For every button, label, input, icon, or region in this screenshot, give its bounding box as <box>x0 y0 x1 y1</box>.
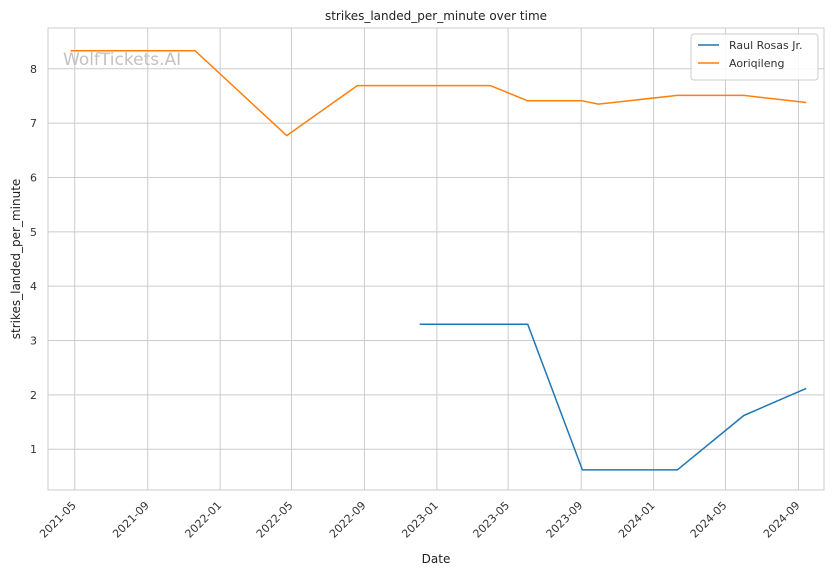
x-tick-label: 2023-05 <box>471 499 513 541</box>
x-tick-label: 2021-05 <box>37 499 79 541</box>
legend-label: Aoriqileng <box>729 57 784 70</box>
x-tick-label: 2024-09 <box>761 499 803 541</box>
series-line-2 <box>70 50 807 137</box>
x-tick-label: 2023-01 <box>399 499 441 541</box>
plot-frame <box>47 27 825 491</box>
plot-background <box>48 28 824 490</box>
y-axis-label: strikes_landed_per_minute <box>9 179 23 340</box>
y-tick-label: 4 <box>30 280 37 293</box>
y-tick-label: 8 <box>30 63 37 76</box>
legend: Raul Rosas Jr. Aoriqileng <box>690 33 819 81</box>
y-tick-label: 7 <box>30 117 37 130</box>
y-tick-labels: 1 2 3 4 5 6 7 8 <box>30 63 37 456</box>
legend-label: Raul Rosas Jr. <box>729 39 803 52</box>
y-tick-label: 3 <box>30 335 37 348</box>
y-tick-label: 2 <box>30 389 37 402</box>
y-tick-label: 6 <box>30 171 37 184</box>
x-tick-label: 2021-09 <box>110 499 152 541</box>
series-lines <box>70 50 807 471</box>
x-tick-label: 2022-05 <box>254 499 296 541</box>
y-tick-label: 5 <box>30 226 37 239</box>
watermark: WolfTickets.AI <box>63 50 181 70</box>
x-tick-labels: 2021-05 2021-09 2022-01 2022-05 2022-09 2023-… <box>37 499 802 541</box>
x-tick-label: 2022-09 <box>327 499 369 541</box>
x-tick-label: 2024-05 <box>688 499 730 541</box>
series-line-1 <box>419 323 807 471</box>
y-tick-label: 1 <box>30 443 37 456</box>
x-tick-label: 2023-09 <box>544 499 586 541</box>
chart-title: strikes_landed_per_minute over time <box>325 9 547 23</box>
x-axis-label: Date <box>422 552 451 566</box>
x-tick-label: 2022-01 <box>183 499 225 541</box>
grid <box>48 28 824 490</box>
x-tick-label: 2024-01 <box>616 499 658 541</box>
legend-box <box>690 33 819 81</box>
